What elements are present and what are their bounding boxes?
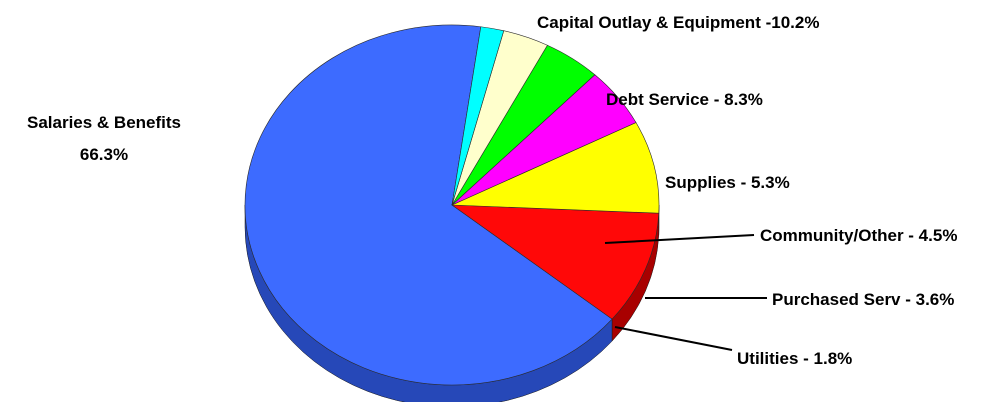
slice-label-supplies: Supplies - 5.3%	[665, 173, 790, 192]
debt-service-label: Debt Service	[606, 90, 709, 109]
capital-outlay-value: -10.2%	[766, 13, 820, 32]
slice-label-purchased-serv: Purchased Serv - 3.6%	[772, 290, 954, 309]
capital-outlay-label: Capital Outlay & Equipment	[537, 13, 761, 32]
leader-line-utilities	[614, 326, 733, 351]
supplies-value: - 5.3%	[741, 173, 790, 192]
purchased-serv-label: Purchased Serv	[772, 290, 901, 309]
pie-slice-salaries-benefits	[244, 24, 613, 386]
community-label: Community/Other	[760, 226, 904, 245]
slice-value-salaries: 66.3%	[80, 145, 128, 164]
utilities-value: - 1.8%	[803, 349, 852, 368]
slice-label-capital-outlay: Capital Outlay & Equipment -10.2%	[537, 13, 819, 32]
debt-service-value: - 8.3%	[714, 90, 763, 109]
purchased-serv-value: - 3.6%	[905, 290, 954, 309]
pie-slice-debt-service	[451, 122, 660, 214]
supplies-label: Supplies	[665, 173, 736, 192]
slice-label-salaries: Salaries & Benefits	[27, 113, 181, 132]
pie-tops	[244, 24, 660, 386]
pie-slice-utilities	[451, 26, 505, 206]
leader-line-community	[604, 234, 755, 244]
utilities-label: Utilities	[737, 349, 798, 368]
community-value: - 4.5%	[908, 226, 957, 245]
slice-label-community: Community/Other - 4.5%	[760, 226, 957, 245]
pie-slice-capital-outlay-equipment	[451, 204, 660, 320]
slice-label-debt-service: Debt Service - 8.3%	[606, 90, 763, 109]
slice-label-utilities: Utilities - 1.8%	[737, 349, 852, 368]
